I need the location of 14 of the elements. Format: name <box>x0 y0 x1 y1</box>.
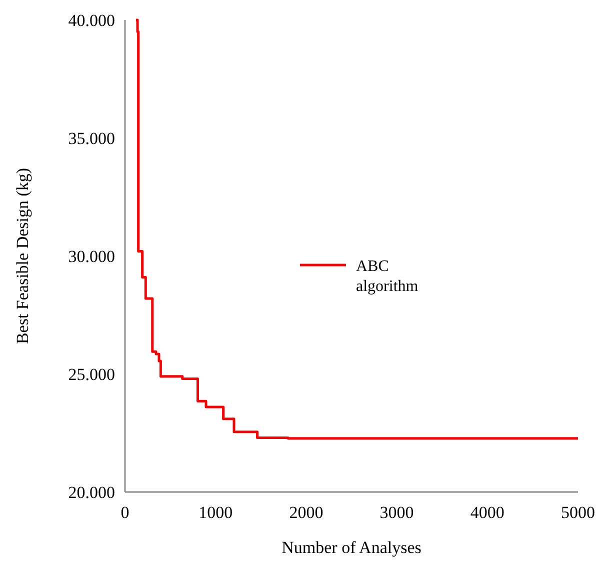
legend-label: ABC algorithm <box>356 258 419 295</box>
y-tick-label: 40.000 <box>68 11 115 30</box>
x-tick-label: 1000 <box>198 503 233 522</box>
x-axis-title: Number of Analyses <box>282 538 422 557</box>
y-tick-label: 25.000 <box>68 365 115 384</box>
x-tick-label: 4000 <box>470 503 504 522</box>
x-tick-label: 0 <box>120 503 130 522</box>
x-tick-label: 5000 <box>561 503 595 522</box>
x-tick-label: 3000 <box>380 503 414 522</box>
y-axis-title: Best Feasible Design (kg) <box>13 168 32 344</box>
y-tick-label: 20.000 <box>68 483 115 502</box>
y-tick-label: 35.000 <box>68 129 115 148</box>
x-tick-label: 2000 <box>289 503 324 522</box>
y-tick-label: 30.000 <box>68 247 115 266</box>
